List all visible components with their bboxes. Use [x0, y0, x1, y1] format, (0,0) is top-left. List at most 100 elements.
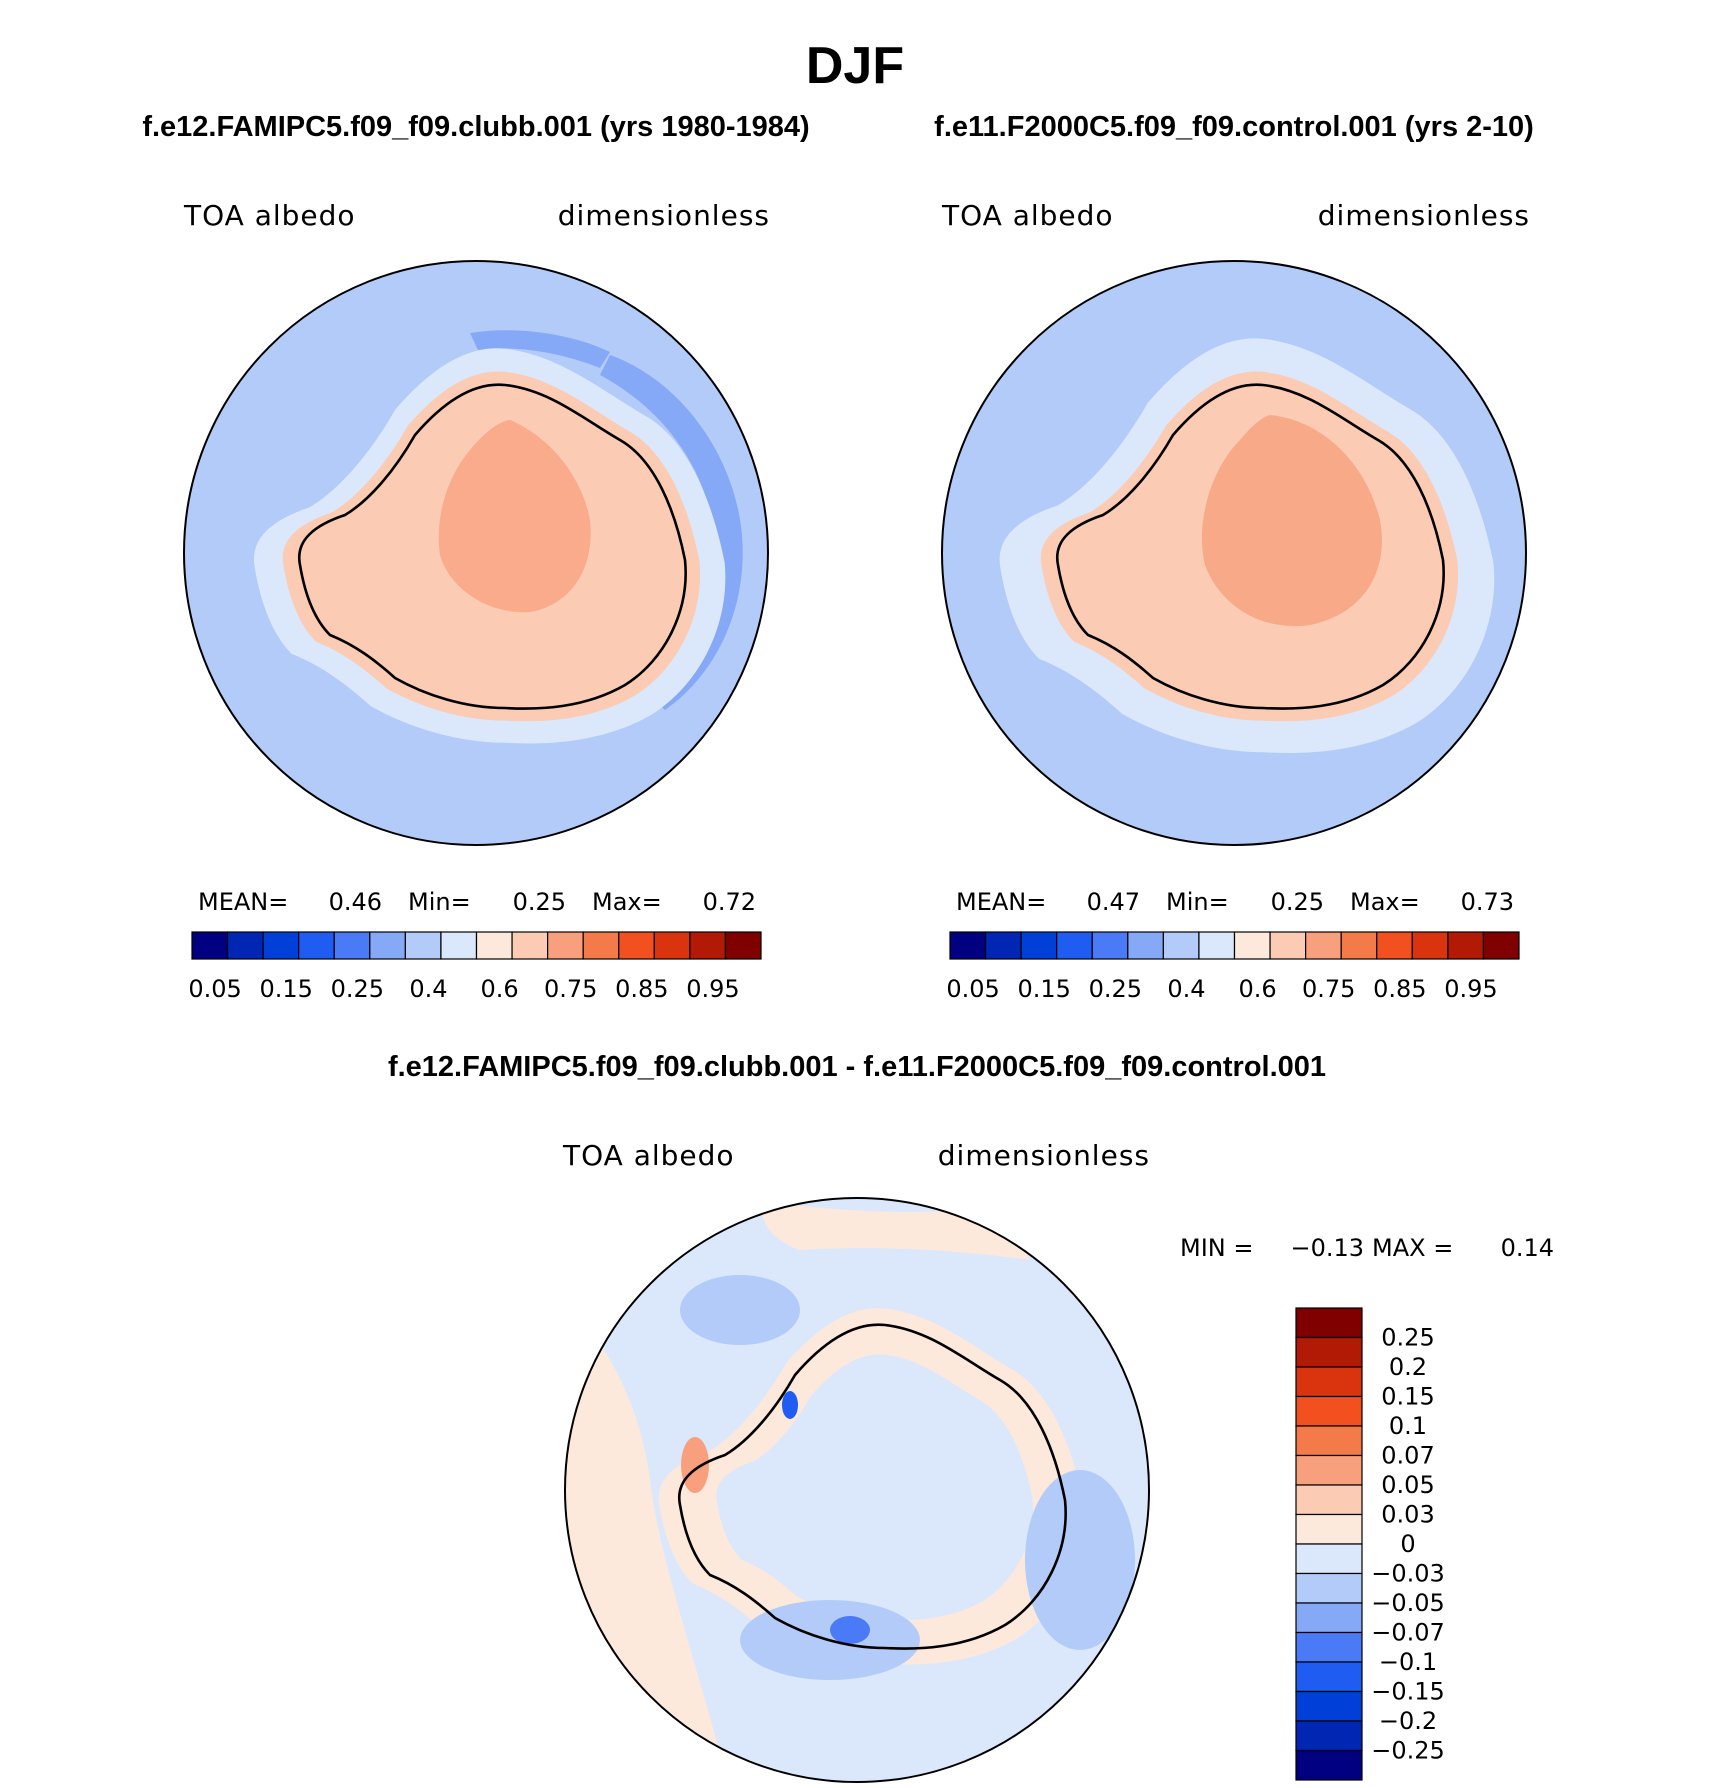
- panel-1-colorbar-swatch: [333, 931, 371, 960]
- panel-2-colorbar-swatch: [1411, 931, 1449, 960]
- panel-2-map-boundary: [941, 260, 1527, 846]
- panel-3-colorbar-swatch: [1295, 1307, 1363, 1339]
- panel-3-colorbar-swatch: [1295, 1631, 1363, 1663]
- panel-3-min-label: MIN =: [1180, 1234, 1253, 1262]
- panel-2-colorbar-swatch: [1305, 931, 1342, 960]
- panel-1-colorbar-swatch: [653, 931, 691, 960]
- panel-1-colorbar-swatch: [369, 931, 406, 960]
- panel-1-max-value: 0.72: [703, 888, 756, 916]
- panel-1-title: f.e12.FAMIPC5.f09_f09.clubb.001 (yrs 198…: [142, 111, 809, 143]
- panel-3-colorbar-swatch: [1295, 1366, 1363, 1398]
- panel-2-colorbar-swatch: [1056, 931, 1093, 960]
- panel-3-colorbar-swatch: [1295, 1572, 1363, 1604]
- panel-3-colorbar-label: −0.25: [1371, 1737, 1445, 1765]
- panel-3-colorbar-swatch: [1295, 1720, 1363, 1752]
- panel-3: f.e12.FAMIPC5.f09_f09.clubb.001 - f.e11.…: [388, 1051, 1554, 1783]
- panel-2-min-label: Min=: [1166, 888, 1229, 916]
- panel-3-colorbar: 0.250.20.150.10.070.050.030−0.03−0.05−0.…: [1295, 1307, 1445, 1781]
- panel-1-colorbar-swatch: [404, 931, 442, 960]
- panel-1-colorbar-label: 0.85: [615, 975, 668, 1003]
- panel-3-colorbar-swatch: [1295, 1336, 1363, 1368]
- panel-1-colorbar: 0.05 0.15 0.25 0.4 0.6 0.75 0.85 0.95: [188, 931, 762, 1003]
- panel-3-colorbar-swatch: [1295, 1484, 1363, 1516]
- panel-1-colorbar-label: 0.6: [481, 975, 519, 1003]
- panel-3-negative-patch-east: [1025, 1470, 1135, 1650]
- panel-1-min-label: Min=: [408, 888, 471, 916]
- panel-2-colorbar-label: 0.05: [946, 975, 999, 1003]
- panel-1-colorbar-label: 0.75: [544, 975, 597, 1003]
- panel-1-colorbar-swatch: [226, 931, 264, 960]
- panel-3-map: [565, 1198, 1149, 1782]
- panel-3-strong-negative-2: [782, 1391, 798, 1419]
- panel-1: f.e12.FAMIPC5.f09_f09.clubb.001 (yrs 198…: [142, 111, 809, 1003]
- panel-3-max-value: 0.14: [1501, 1234, 1554, 1262]
- panel-3-units: dimensionless: [938, 1139, 1150, 1172]
- panel-3-colorbar-swatch: [1295, 1661, 1363, 1693]
- panel-2-colorbar-swatch: [1447, 931, 1485, 960]
- panel-1-colorbar-label: 0.4: [409, 975, 447, 1003]
- panel-1-colorbar-swatch: [689, 931, 727, 960]
- panel-3-colorbar-label: 0.25: [1381, 1324, 1434, 1352]
- panel-2-colorbar-swatch: [949, 931, 987, 960]
- panel-3-colorbar-label: −0.1: [1379, 1648, 1437, 1676]
- panel-3-colorbar-label: 0.1: [1389, 1412, 1427, 1440]
- panel-1-units: dimensionless: [558, 199, 770, 232]
- panel-3-strong-positive: [681, 1437, 709, 1493]
- panel-3-colorbar-swatch: [1295, 1602, 1363, 1634]
- panel-2-colorbar-label: 0.25: [1089, 975, 1142, 1003]
- panel-2-colorbar-swatch: [1162, 931, 1200, 960]
- panel-1-min-value: 0.25: [513, 888, 566, 916]
- panel-3-map-boundary: [564, 1197, 1150, 1783]
- panel-1-mean-value: 0.46: [329, 888, 382, 916]
- panel-3-colorbar-label: −0.15: [1371, 1678, 1445, 1706]
- panel-2-colorbar-swatch: [984, 931, 1022, 960]
- panel-1-colorbar-swatch: [547, 931, 584, 960]
- panel-3-colorbar-label: 0: [1400, 1530, 1415, 1558]
- panel-3-colorbar-swatch: [1295, 1395, 1363, 1427]
- panel-1-map: [184, 261, 768, 845]
- panel-3-colorbar-label: 0.03: [1381, 1501, 1434, 1529]
- panel-2-colorbar-label: 0.6: [1239, 975, 1277, 1003]
- panel-2-min-value: 0.25: [1271, 888, 1324, 916]
- panel-3-colorbar-swatch: [1295, 1690, 1363, 1722]
- panel-1-mean-label: MEAN=: [198, 888, 288, 916]
- panel-3-colorbar-swatch: [1295, 1513, 1363, 1545]
- panel-2-max-value: 0.73: [1461, 888, 1514, 916]
- panel-2-colorbar: 0.05 0.15 0.25 0.4 0.6 0.75 0.85 0.95: [946, 931, 1520, 1003]
- panel-2: f.e11.F2000C5.f09_f09.control.001 (yrs 2…: [934, 111, 1534, 1003]
- panel-2-colorbar-label: 0.95: [1444, 975, 1497, 1003]
- panel-3-colorbar-label: 0.15: [1381, 1383, 1434, 1411]
- panel-3-colorbar-label: −0.03: [1371, 1560, 1445, 1588]
- panel-1-colorbar-swatch: [475, 931, 513, 960]
- panel-3-max-label: MAX =: [1372, 1234, 1453, 1262]
- panel-3-min-value: −0.13: [1290, 1234, 1364, 1262]
- panel-1-plateau: [438, 420, 591, 613]
- panel-2-colorbar-swatch: [1233, 931, 1271, 960]
- panel-3-negative-patch-north: [680, 1275, 800, 1345]
- panel-3-colorbar-swatch: [1295, 1425, 1363, 1457]
- panel-3-colorbar-label: 0.07: [1381, 1442, 1434, 1470]
- panel-2-colorbar-label: 0.85: [1373, 975, 1426, 1003]
- panel-1-colorbar-swatch: [618, 931, 655, 960]
- panel-1-colorbar-swatch: [582, 931, 620, 960]
- panel-3-colorbar-swatch: [1295, 1749, 1363, 1781]
- panel-2-mean-label: MEAN=: [956, 888, 1046, 916]
- panel-1-map-boundary: [183, 260, 769, 846]
- panel-3-colorbar-swatch: [1295, 1454, 1363, 1486]
- panel-2-colorbar-swatch: [1376, 931, 1413, 960]
- panel-3-variable: TOA albedo: [562, 1139, 735, 1172]
- panel-1-colorbar-label: 0.05: [188, 975, 241, 1003]
- panel-3-colorbar-label: −0.2: [1379, 1707, 1437, 1735]
- panel-2-map: [942, 261, 1526, 845]
- panel-1-colorbar-swatch: [511, 931, 549, 960]
- panel-1-max-label: Max=: [592, 888, 662, 916]
- panel-2-units: dimensionless: [1318, 199, 1530, 232]
- panel-2-title: f.e11.F2000C5.f09_f09.control.001 (yrs 2…: [934, 111, 1534, 143]
- panel-2-plateau: [1201, 415, 1382, 627]
- panel-2-colorbar-swatch: [1091, 931, 1129, 960]
- panel-2-colorbar-label: 0.15: [1018, 975, 1071, 1003]
- panel-2-colorbar-swatch: [1020, 931, 1058, 960]
- panel-2-colorbar-swatch: [1482, 931, 1520, 960]
- panel-3-colorbar-label: −0.07: [1371, 1619, 1445, 1647]
